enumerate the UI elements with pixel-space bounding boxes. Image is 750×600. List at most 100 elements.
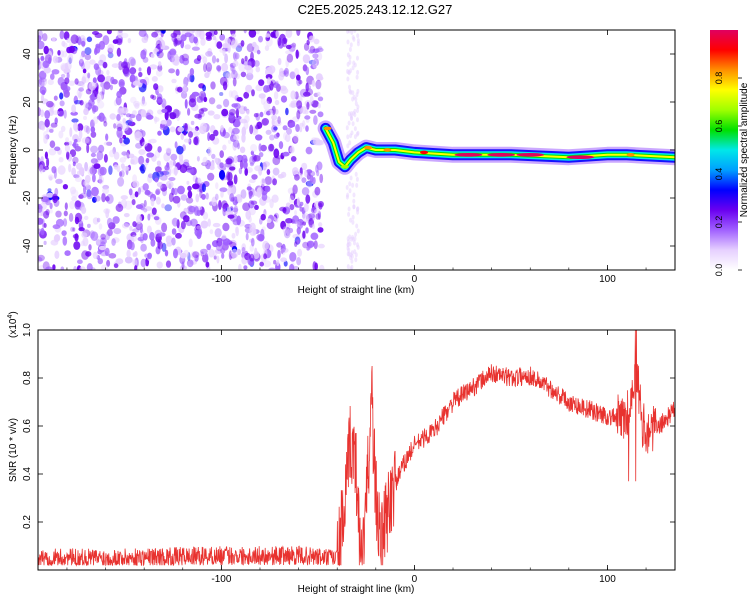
noise-speckle [256, 49, 261, 55]
noise-speckle [103, 141, 112, 146]
noise-speckle [85, 251, 92, 257]
noise-speckle [290, 192, 296, 201]
noise-speckle [72, 161, 76, 167]
noise-speckle [82, 68, 87, 74]
noise-speckle [285, 218, 293, 224]
noise-speckle [105, 196, 110, 202]
noise-speckle [302, 241, 309, 249]
noise-speckle [200, 122, 208, 131]
noise-speckle [72, 156, 79, 164]
noise-speckle [317, 227, 324, 233]
noise-speckle [38, 78, 45, 88]
noise-speckle [119, 157, 127, 163]
noise-speckle [235, 108, 239, 118]
noise-speckle [231, 127, 240, 135]
x-tick-label: -100 [211, 274, 231, 285]
noise-speckle [221, 253, 225, 259]
noise-speckle [280, 220, 286, 230]
noise-speckle [157, 85, 164, 93]
noise-speckle [38, 35, 42, 42]
noise-speckle [149, 138, 157, 144]
noise-speckle [235, 45, 243, 52]
noise-speckle [90, 119, 95, 129]
noise-speckle [230, 64, 234, 72]
noise-speckle [295, 49, 299, 59]
noise-speckle [275, 80, 279, 88]
noise-speckle [264, 176, 273, 185]
noise-speckle [289, 204, 295, 211]
noise-speckle [356, 117, 359, 123]
noise-speckle [57, 77, 65, 86]
noise-speckle [157, 64, 163, 72]
snr-multiplier-base: (x10 [8, 318, 19, 338]
noise-speckle [69, 127, 73, 138]
noise-speckle [187, 185, 192, 192]
noise-speckle [287, 187, 295, 195]
noise-speckle [348, 188, 352, 194]
noise-speckle [316, 161, 323, 171]
noise-speckle [210, 81, 216, 90]
noise-speckle [280, 87, 289, 94]
noise-speckle [150, 197, 155, 207]
noise-speckle [188, 131, 193, 138]
noise-speckle [348, 84, 351, 90]
noise-speckle [219, 162, 224, 169]
noise-speckle [356, 108, 359, 114]
noise-speckle [285, 44, 292, 50]
noise-speckle [246, 186, 252, 191]
noise-speckle [90, 126, 96, 133]
figure-title: C2E5.2025.243.12.12.G27 [298, 2, 453, 17]
noise-speckle [276, 259, 280, 266]
noise-speckle [183, 138, 191, 143]
noise-speckle [354, 252, 358, 258]
noise-speckle [191, 46, 200, 51]
noise-speckle [189, 68, 195, 76]
noise-speckle [58, 157, 64, 163]
noise-speckle [285, 30, 293, 38]
noise-speckle [212, 222, 221, 228]
noise-speckle [157, 240, 163, 250]
noise-speckle [186, 197, 194, 204]
noise-speckle [86, 263, 93, 270]
noise-speckle [176, 111, 181, 122]
noise-speckle [207, 146, 212, 157]
noise-speckle [246, 109, 250, 115]
noise-speckle [38, 40, 45, 50]
noise-speckle [81, 137, 90, 144]
noise-speckle [188, 206, 196, 213]
noise-speckle [305, 227, 309, 234]
noise-speckle [259, 111, 264, 118]
noise-speckle [304, 115, 311, 120]
noise-speckle [346, 39, 350, 45]
noise-speckle [208, 97, 216, 105]
noise-speckle [290, 90, 297, 100]
noise-speckle [132, 80, 140, 86]
noise-speckle [314, 186, 321, 196]
noise-speckle [292, 184, 298, 195]
noise-speckle [147, 174, 153, 183]
noise-speckle [301, 177, 307, 184]
noise-speckle [128, 56, 136, 67]
noise-speckle [69, 200, 76, 210]
noise-speckle [219, 187, 228, 193]
signal-peak [364, 145, 373, 150]
noise-speckle [171, 228, 177, 235]
noise-speckle [199, 188, 203, 199]
noise-speckle [230, 90, 238, 99]
noise-speckle [262, 240, 269, 251]
noise-speckle [146, 152, 155, 158]
noise-speckle [119, 137, 123, 144]
noise-speckle [44, 110, 51, 119]
noise-speckle [149, 231, 155, 241]
noise-speckle [183, 159, 190, 164]
noise-speckle [192, 131, 200, 136]
noise-speckle [268, 143, 275, 152]
noise-speckle [99, 237, 107, 245]
noise-speckle [165, 235, 173, 244]
noise-speckle [51, 69, 60, 75]
noise-speckle [116, 47, 122, 57]
noise-speckle [197, 177, 201, 184]
noise-speckle [124, 200, 133, 210]
noise-speckle [227, 73, 235, 79]
snr-multiplier-exp: 4 [7, 315, 14, 319]
